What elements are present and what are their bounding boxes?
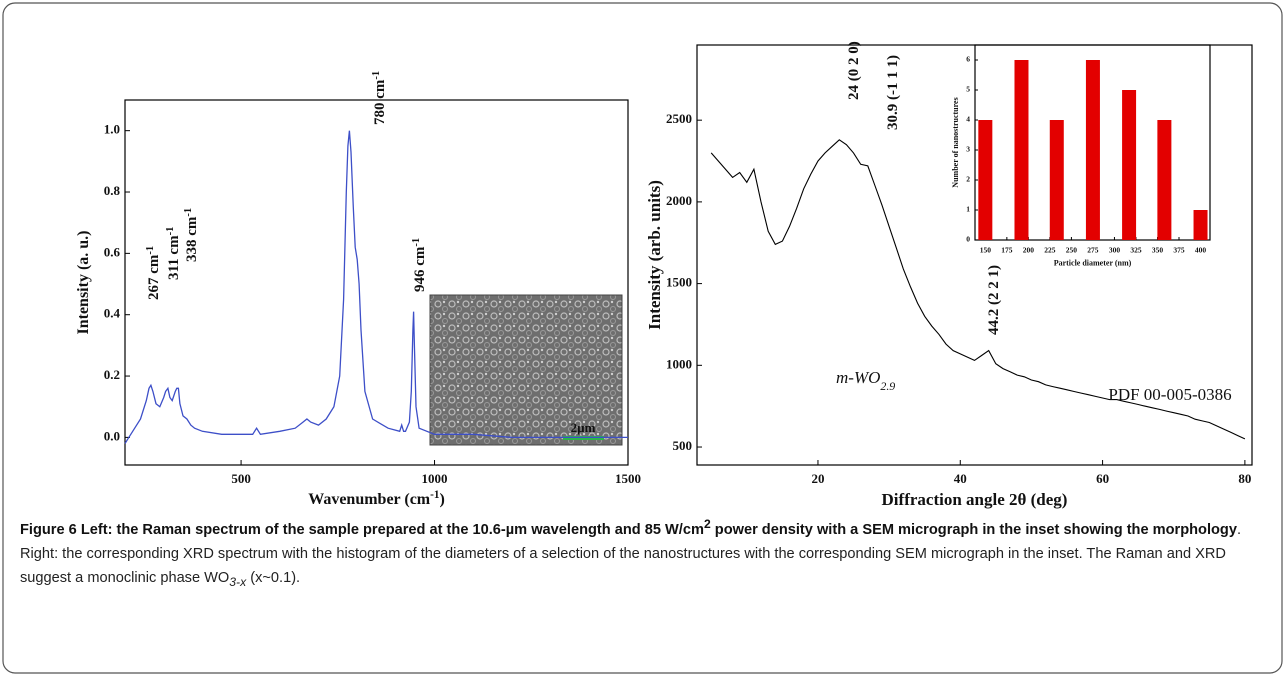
caption-sub: 3-x — [229, 574, 247, 589]
annotation-part: PDF 00-005-0386 — [1108, 385, 1231, 404]
x-tick-label: 200 — [1023, 246, 1035, 255]
x-tick-label: 375 — [1173, 246, 1185, 255]
y-tick-label: 2000 — [666, 193, 692, 208]
x-tick-label: 80 — [1238, 471, 1251, 486]
x-tick-label: 225 — [1044, 246, 1056, 255]
annotation-sup: -1 — [411, 238, 422, 247]
caption-bold: Figure 6 Left: the Raman spectrum of the… — [20, 517, 1237, 538]
x-tick-label: 350 — [1152, 246, 1164, 255]
sem-inset — [429, 294, 623, 446]
y-tick-label: 2 — [966, 175, 970, 184]
x-tick-label: 150 — [980, 246, 992, 255]
annotation: 946 cm-1 — [411, 238, 429, 292]
y-tick-label: 2500 — [666, 111, 692, 126]
x-axis-label: Wavenumber (cm-1) — [308, 489, 445, 508]
y-tick-label: 0.0 — [104, 428, 120, 443]
scale-label: 2µm — [571, 420, 596, 435]
annotation: 311 cm-1 — [165, 227, 183, 280]
annotation-sub: 2.9 — [880, 379, 895, 393]
annotation: m-WO2.9 — [836, 368, 895, 393]
caption-text: . Right: the corresponding XRD spectrum … — [20, 521, 1242, 586]
annotation-sup: -1 — [183, 208, 194, 217]
annotation: 780 cm-1 — [371, 71, 389, 125]
x-tick-label: 60 — [1096, 471, 1109, 486]
x-axis-label-part: Wavenumber (cm — [308, 491, 431, 508]
annotation: PDF 00-005-0386 — [1108, 385, 1231, 404]
x-tick-label: 500 — [231, 471, 251, 486]
caption-sup: 2 — [703, 517, 711, 531]
y-tick-label: 0.8 — [104, 183, 121, 198]
bar — [978, 120, 993, 240]
spectrum-line — [710, 139, 1246, 440]
x-axis-label-sup: -1 — [430, 489, 440, 501]
x-tick-label: 1500 — [615, 471, 641, 486]
y-tick-label: 6 — [966, 55, 970, 64]
y-tick-label: 5 — [966, 85, 970, 94]
annotation: 24 (0 2 0) — [846, 41, 862, 100]
y-tick-label: 0.6 — [104, 244, 121, 259]
bar — [1122, 90, 1137, 240]
y-tick-label: 1.0 — [104, 122, 120, 137]
annotation-part: 30.9 (-1 1 1) — [885, 55, 901, 130]
y-tick-label: 0.4 — [104, 306, 121, 321]
annotation-part: 24 (0 2 0) — [846, 41, 862, 100]
y-tick-label: 4 — [966, 115, 970, 124]
annotation-sup: -1 — [165, 227, 176, 236]
annotation: 338 cm-1 — [183, 208, 201, 262]
x-axis-label-part: ) — [439, 491, 444, 508]
y-axis-label: Intensity (arb. units) — [645, 180, 664, 330]
y-axis-label: Number of nanostructures — [951, 97, 960, 187]
y-tick-label: 1 — [966, 205, 970, 214]
bar — [1157, 120, 1172, 240]
x-tick-label: 300 — [1109, 246, 1121, 255]
annotation-part: 780 cm — [372, 79, 388, 125]
x-tick-label: 40 — [954, 471, 967, 486]
annotation-sup: -1 — [145, 246, 156, 255]
y-tick-label: 0.2 — [104, 367, 120, 382]
bar — [1049, 120, 1064, 240]
y-axis-label: Intensity (a. u.) — [75, 230, 92, 334]
y-tick-label: 500 — [673, 438, 693, 453]
annotation: 30.9 (-1 1 1) — [885, 55, 901, 130]
annotation-part: m-WO — [836, 368, 880, 387]
plot-frame — [124, 99, 629, 466]
caption-text: Figure 6 Left: the Raman spectrum of the… — [20, 521, 704, 538]
x-tick-label: 1000 — [422, 471, 448, 486]
caption: Figure 6 Left: the Raman spectrum of the… — [20, 512, 1275, 594]
annotation: 44.2 (2 2 1) — [986, 265, 1002, 335]
x-tick-label: 250 — [1066, 246, 1078, 255]
caption-text: (x~0.1). — [246, 569, 301, 586]
annotation-part: 44.2 (2 2 1) — [986, 265, 1002, 335]
bar — [1014, 60, 1029, 240]
x-tick-label: 325 — [1130, 246, 1142, 255]
annotation-sup: -1 — [371, 71, 382, 80]
bar — [1193, 210, 1208, 240]
x-axis-label: Diffraction angle 2θ (deg) — [882, 490, 1068, 509]
y-tick-label: 0 — [966, 235, 970, 244]
y-tick-label: 1500 — [666, 275, 692, 290]
annotation-part: 311 cm — [166, 235, 182, 280]
bar — [1085, 60, 1100, 240]
spectrum-line — [124, 130, 628, 444]
x-tick-label: 400 — [1195, 246, 1207, 255]
x-tick-label: 175 — [1001, 246, 1013, 255]
annotation: 267 cm-1 — [145, 246, 163, 300]
x-axis-label: Particle diameter (nm) — [1054, 259, 1132, 268]
x-tick-label: 20 — [811, 471, 824, 486]
caption-text: power density with a SEM micrograph in t… — [710, 521, 1237, 538]
y-tick-label: 1000 — [666, 356, 692, 371]
y-tick-label: 3 — [966, 145, 970, 154]
annotation-part: 946 cm — [412, 246, 428, 292]
annotation-part: 267 cm — [146, 254, 162, 300]
x-tick-label: 275 — [1087, 246, 1099, 255]
annotation-part: 338 cm — [184, 216, 200, 262]
